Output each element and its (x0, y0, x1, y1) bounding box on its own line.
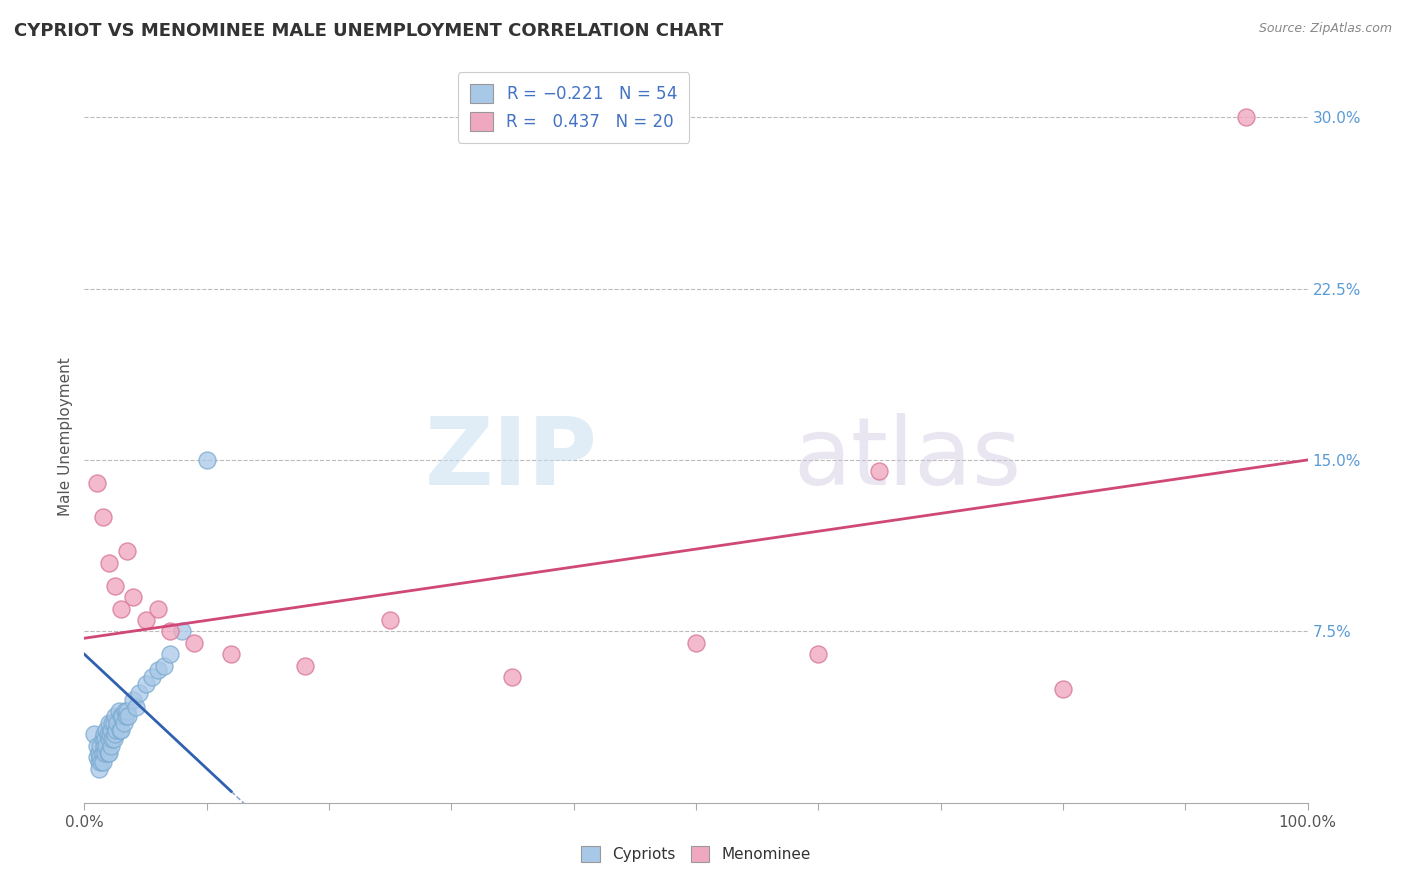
Point (93, 739, 115, 753)
Point (159, 624, 181, 639)
Point (86, 475, 108, 490)
Point (101, 715, 124, 730)
Point (135, 677, 157, 691)
Point (685, 636, 707, 650)
Point (112, 715, 135, 730)
Point (115, 544, 138, 558)
Point (97, 727, 120, 741)
Point (195, 453, 218, 467)
Point (91, 731, 114, 746)
Point (111, 709, 134, 723)
Point (122, 693, 145, 707)
Point (219, 647, 242, 661)
Point (87, 762, 110, 776)
Point (807, 647, 830, 661)
Point (107, 705, 129, 719)
Point (104, 727, 127, 741)
Point (114, 705, 136, 719)
Text: ZIP: ZIP (425, 413, 598, 505)
Point (1052, 681, 1074, 696)
Point (103, 715, 125, 730)
Point (110, 723, 132, 737)
Point (90, 755, 112, 769)
Point (97, 556, 120, 570)
Point (101, 731, 124, 746)
Point (141, 670, 163, 684)
Point (89, 739, 111, 753)
Point (146, 663, 169, 677)
Point (183, 636, 205, 650)
Text: atlas: atlas (794, 413, 1022, 505)
Point (125, 699, 148, 714)
Point (97, 746, 120, 760)
Y-axis label: Male Unemployment: Male Unemployment (58, 358, 73, 516)
Point (146, 601, 169, 615)
Point (104, 709, 127, 723)
Point (117, 709, 139, 723)
Point (869, 464, 891, 478)
Point (94, 731, 117, 746)
Point (91, 510, 114, 524)
Point (172, 624, 194, 639)
Point (153, 658, 176, 673)
Point (110, 709, 132, 723)
Point (105, 715, 128, 730)
Point (104, 579, 127, 593)
Text: CYPRIOT VS MENOMINEE MALE UNEMPLOYMENT CORRELATION CHART: CYPRIOT VS MENOMINEE MALE UNEMPLOYMENT C… (14, 22, 723, 40)
Point (87, 755, 110, 769)
Point (1236, 110, 1258, 124)
Point (98, 727, 121, 741)
Point (86, 750, 108, 764)
Point (100, 739, 122, 753)
Point (96, 723, 118, 737)
Point (105, 723, 128, 737)
Point (93, 727, 115, 741)
Point (128, 686, 150, 700)
Legend: Cypriots, Menominee: Cypriots, Menominee (575, 840, 817, 868)
Point (94, 746, 117, 760)
Point (115, 705, 138, 719)
Point (122, 590, 145, 604)
Point (110, 601, 132, 615)
Point (100, 723, 122, 737)
Point (294, 658, 316, 673)
Point (87, 746, 110, 760)
Point (502, 670, 524, 684)
Point (91, 746, 114, 760)
Point (83, 727, 105, 741)
Point (97, 731, 120, 746)
Point (91, 755, 114, 769)
Point (86, 739, 108, 753)
Point (115, 709, 138, 723)
Point (108, 723, 131, 737)
Point (103, 731, 125, 746)
Point (380, 613, 402, 627)
Point (159, 647, 181, 661)
Point (96, 739, 118, 753)
Point (97, 746, 120, 760)
Point (89, 750, 111, 764)
Text: Source: ZipAtlas.com: Source: ZipAtlas.com (1258, 22, 1392, 36)
Point (97, 715, 120, 730)
Point (135, 613, 157, 627)
